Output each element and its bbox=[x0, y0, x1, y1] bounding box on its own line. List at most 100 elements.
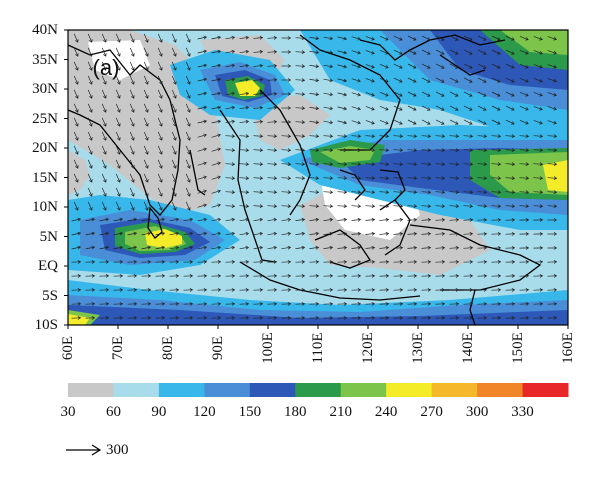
wind-vector-head bbox=[482, 65, 487, 69]
wind-vector-head bbox=[273, 316, 278, 320]
wind-vector bbox=[71, 218, 81, 222]
wind-vector-head bbox=[301, 78, 306, 83]
wind-vector bbox=[407, 49, 417, 55]
wind-vector-head bbox=[525, 302, 530, 306]
wind-vector-head bbox=[131, 137, 135, 141]
wind-vector bbox=[211, 78, 221, 82]
wind-vector-head bbox=[329, 231, 334, 236]
wind-vector-head bbox=[539, 218, 544, 222]
wind-vector bbox=[197, 246, 207, 250]
wind-vector-head bbox=[159, 207, 163, 211]
wind-vector bbox=[463, 35, 473, 41]
wind-vector-head bbox=[399, 107, 403, 111]
wind-vector bbox=[281, 232, 291, 236]
wind-vector-head bbox=[539, 232, 544, 236]
wind-vector-head bbox=[131, 109, 135, 113]
latitude-label: 15N bbox=[32, 169, 58, 186]
wind-vector bbox=[239, 149, 249, 151]
wind-vector bbox=[143, 201, 149, 211]
wind-vector-head bbox=[203, 49, 208, 54]
wind-vector-head bbox=[525, 134, 530, 139]
colorbar-tick-label: 180 bbox=[284, 404, 307, 420]
wind-vector-head bbox=[105, 217, 110, 222]
wind-vector-head bbox=[357, 36, 361, 41]
wind-vector bbox=[85, 246, 95, 250]
wind-vector bbox=[463, 135, 473, 137]
wind-vector-head bbox=[357, 162, 362, 167]
wind-vector-head bbox=[539, 274, 544, 278]
wind-vector bbox=[197, 204, 207, 208]
wind-vector bbox=[379, 149, 389, 151]
wind-vector bbox=[185, 89, 191, 99]
wind-vector-head bbox=[343, 162, 348, 167]
wind-vector bbox=[157, 47, 163, 57]
wind-vector-head bbox=[329, 92, 334, 97]
wind-vector-head bbox=[343, 217, 348, 222]
wind-vector-head bbox=[371, 231, 376, 236]
wind-vector-head bbox=[89, 179, 93, 183]
wind-vector bbox=[129, 33, 135, 43]
wind-vector bbox=[253, 51, 263, 53]
wind-vector-head bbox=[511, 176, 516, 181]
wind-vector-head bbox=[343, 204, 348, 209]
wind-vector bbox=[253, 205, 263, 207]
wind-vector bbox=[295, 37, 305, 39]
wind-vector-head bbox=[173, 165, 177, 169]
wind-vector-head bbox=[315, 106, 320, 111]
wind-vector-head bbox=[427, 217, 432, 222]
wind-vector bbox=[505, 119, 515, 125]
wind-vector-head bbox=[511, 316, 516, 320]
wind-vector bbox=[491, 49, 501, 55]
wind-vector-head bbox=[412, 65, 417, 69]
wind-vector-head bbox=[482, 51, 487, 55]
wind-vector-head bbox=[329, 316, 334, 320]
wind-vector-head bbox=[427, 134, 432, 139]
wind-vector-head bbox=[245, 217, 250, 222]
wind-vector-head bbox=[203, 245, 208, 250]
wind-vector-head bbox=[159, 81, 163, 85]
wind-vector bbox=[435, 91, 445, 97]
wind-vector bbox=[87, 103, 93, 113]
wind-vector-head bbox=[441, 162, 446, 167]
wind-vector bbox=[185, 47, 191, 57]
field-yellow-east bbox=[543, 160, 568, 192]
wind-vector bbox=[393, 63, 403, 69]
wind-vector bbox=[463, 191, 473, 193]
wind-vector-head bbox=[496, 121, 501, 125]
wind-vector bbox=[239, 191, 249, 193]
wind-vector bbox=[281, 246, 291, 250]
wind-vector-head bbox=[245, 231, 250, 236]
wind-vector-head bbox=[482, 107, 487, 111]
wind-vector bbox=[197, 106, 207, 110]
wind-vector bbox=[295, 121, 305, 123]
wind-vector-head bbox=[511, 37, 515, 41]
wind-vector bbox=[477, 149, 487, 151]
wind-vector-head bbox=[357, 288, 362, 292]
wind-vector bbox=[143, 103, 149, 113]
wind-vector-head bbox=[413, 288, 418, 292]
wind-vector bbox=[337, 191, 347, 193]
wind-vector bbox=[115, 145, 121, 155]
wind-vector-head bbox=[455, 204, 460, 209]
wind-vector bbox=[171, 61, 177, 71]
wind-vector-head bbox=[175, 245, 180, 250]
wind-vector-head bbox=[217, 91, 222, 96]
wind-vector bbox=[323, 78, 333, 82]
colorbar-segment bbox=[68, 383, 114, 397]
wind-vector bbox=[101, 47, 107, 57]
wind-vector bbox=[393, 177, 403, 179]
wind-vector-head bbox=[329, 288, 334, 292]
wind-vector bbox=[183, 232, 193, 236]
wind-vector-head bbox=[413, 260, 418, 264]
wind-vector-head bbox=[117, 207, 121, 211]
wind-vector bbox=[491, 205, 501, 207]
wind-vector-head bbox=[175, 231, 180, 236]
wind-vector-head bbox=[231, 35, 236, 40]
wind-vector bbox=[379, 105, 389, 111]
wind-vector-head bbox=[159, 179, 163, 183]
wind-vector-head bbox=[497, 134, 502, 139]
wind-vector-head bbox=[231, 134, 236, 139]
wind-vector-head bbox=[131, 95, 135, 99]
wind-vector-head bbox=[399, 302, 404, 306]
wind-vector-head bbox=[175, 288, 180, 292]
